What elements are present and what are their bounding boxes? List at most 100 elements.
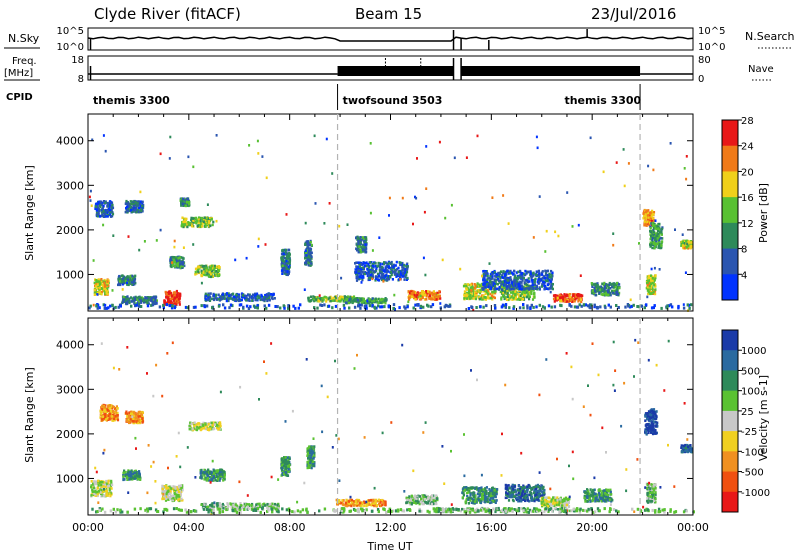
data-cell-sparse (313, 134, 316, 138)
data-cell (109, 201, 112, 205)
ground-cell (570, 304, 573, 308)
ground-cell (173, 306, 176, 310)
data-cell (660, 233, 663, 236)
data-cell (499, 279, 502, 282)
data-cell (591, 291, 594, 295)
data-cell (654, 241, 657, 244)
data-cell (648, 282, 651, 285)
data-cell (569, 295, 572, 299)
data-cell (612, 282, 615, 285)
data-cell (132, 200, 135, 203)
data-cell (653, 236, 656, 240)
data-cell (101, 213, 104, 217)
data-cell (114, 415, 117, 418)
data-cell (527, 277, 530, 280)
data-cell-sparse (602, 170, 605, 174)
data-cell (245, 295, 248, 299)
data-cell (654, 288, 657, 291)
data-cell (176, 292, 179, 295)
data-cell (474, 297, 477, 301)
data-cell (339, 299, 342, 303)
data-cell (197, 268, 200, 272)
data-cell (99, 205, 102, 209)
data-cell (118, 277, 121, 281)
data-cell (105, 410, 109, 414)
data-cell (179, 256, 183, 259)
data-cell (496, 277, 500, 281)
data-cell (379, 265, 382, 269)
data-cell-sparse (257, 152, 260, 155)
data-cell (505, 285, 508, 289)
ground-cell (294, 306, 297, 310)
ground-cell (283, 306, 286, 310)
data-cell (618, 283, 621, 286)
data-cell (285, 272, 288, 276)
ground-cell (211, 306, 214, 310)
data-cell (169, 264, 172, 268)
data-cell (273, 297, 276, 300)
data-cell (415, 295, 418, 298)
data-cell (550, 275, 553, 279)
data-cell (244, 294, 247, 298)
data-cell-sparse (89, 189, 92, 193)
data-cell (288, 258, 291, 262)
data-cell (591, 285, 594, 288)
data-cell (200, 221, 203, 225)
data-cell (547, 279, 551, 282)
data-cell (105, 209, 108, 212)
data-cell (470, 282, 474, 286)
ground-cell (117, 305, 120, 309)
data-cell (363, 241, 367, 244)
data-cell (377, 297, 380, 301)
data-cell (364, 243, 367, 247)
nsky-series (87, 36, 694, 42)
data-cell (428, 295, 431, 299)
data-cell (107, 484, 111, 487)
data-cell (489, 275, 492, 278)
data-cell (536, 270, 539, 274)
data-cell (103, 278, 106, 282)
data-cell (188, 424, 191, 428)
data-cell (163, 300, 167, 303)
data-cell (484, 271, 487, 274)
data-cell (515, 276, 518, 280)
data-cell (108, 409, 111, 412)
data-cell (97, 278, 100, 281)
data-cell (284, 269, 287, 273)
data-cell (169, 258, 172, 261)
data-cell (305, 242, 308, 245)
data-cell (229, 293, 232, 297)
data-cell (439, 297, 442, 300)
data-cell (531, 272, 534, 275)
data-cell (399, 272, 402, 275)
data-cell (649, 227, 652, 230)
data-cell (388, 261, 391, 265)
data-cell (177, 258, 180, 262)
data-cell (434, 294, 437, 297)
data-cell (92, 483, 95, 486)
data-cell (372, 299, 375, 302)
data-cell (647, 290, 650, 294)
data-cell (223, 294, 226, 298)
ground-cell (403, 305, 406, 309)
data-cell (645, 222, 648, 225)
data-cell (173, 296, 176, 300)
data-cell (188, 221, 192, 225)
ground-cell (287, 304, 290, 308)
data-cell (334, 295, 337, 299)
data-cell (357, 268, 360, 272)
data-cell (127, 413, 131, 416)
ground-cell (522, 303, 525, 306)
ground-cell (689, 303, 693, 307)
ground-cell (377, 304, 380, 308)
data-cell (381, 266, 384, 269)
data-cell (372, 266, 375, 269)
data-cell (504, 276, 507, 280)
data-cell (386, 278, 389, 282)
data-cell (395, 275, 398, 278)
data-cell (357, 250, 360, 254)
data-cell (136, 412, 140, 415)
data-cell (304, 249, 307, 252)
data-cell (646, 285, 649, 289)
data-cell (649, 237, 652, 241)
